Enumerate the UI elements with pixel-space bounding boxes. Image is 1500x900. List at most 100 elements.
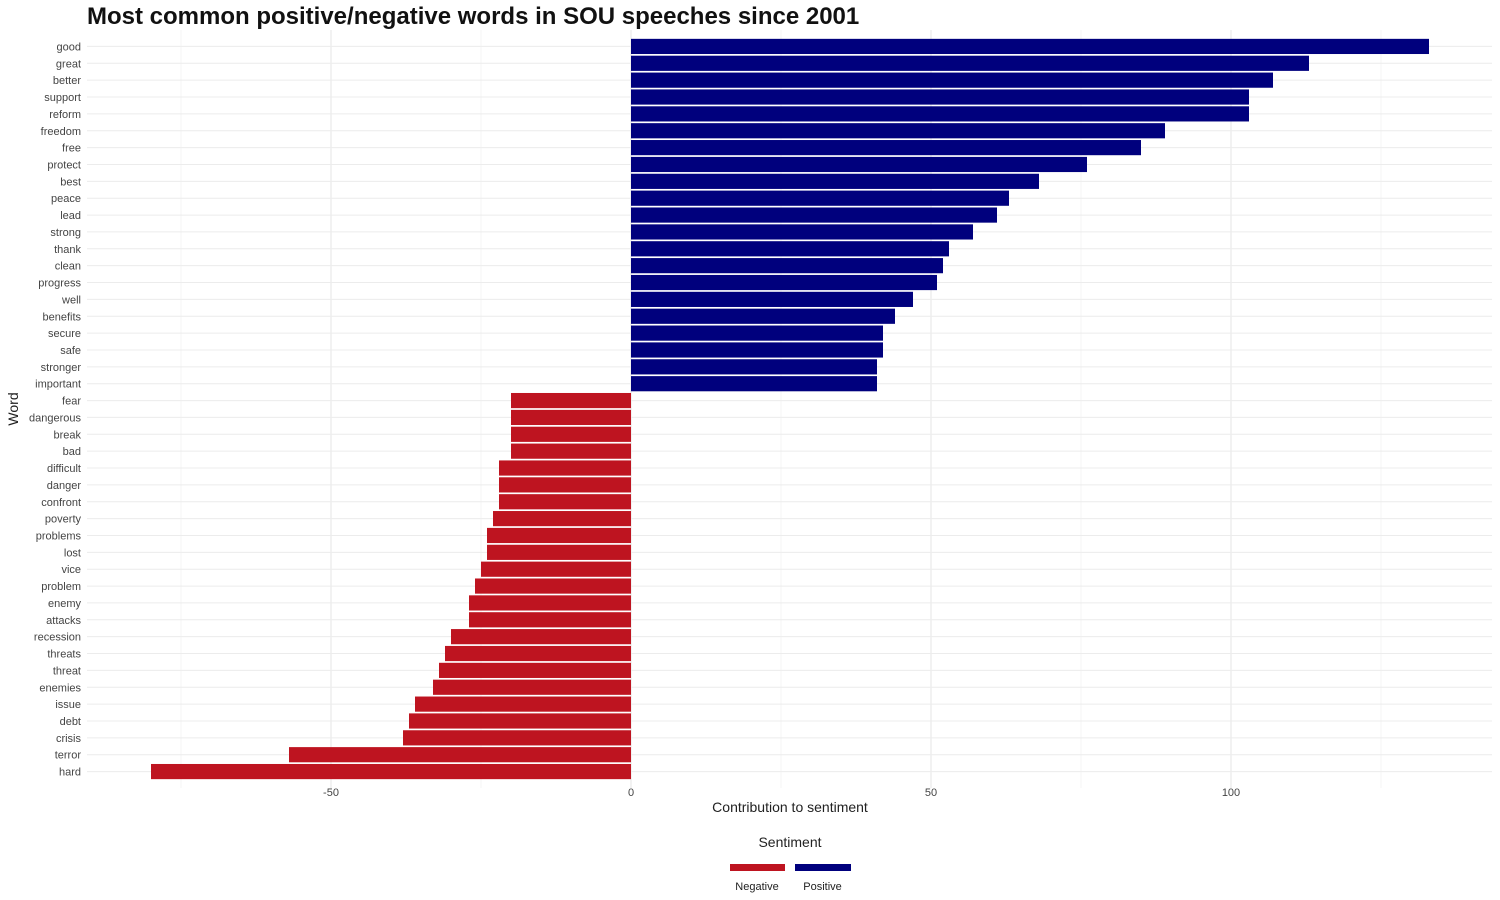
bar-danger bbox=[499, 477, 631, 493]
y-tick-label: fear bbox=[62, 396, 81, 408]
bar-chart: good great better support reform freedom free p… bbox=[5, 30, 1492, 815]
bar-dangerous bbox=[511, 409, 631, 426]
legend-label-negative: Negative bbox=[735, 881, 779, 893]
y-axis-label: Word bbox=[5, 392, 21, 425]
bar-attacks bbox=[469, 612, 631, 628]
bar-threat bbox=[439, 662, 631, 678]
bar-important bbox=[631, 376, 877, 392]
bar-good bbox=[631, 38, 1429, 55]
legend: Sentiment Negative Positive bbox=[0, 834, 1500, 893]
bar-debt bbox=[409, 713, 631, 729]
y-tick-label: thank bbox=[54, 244, 81, 256]
y-tick-label: protect bbox=[47, 159, 81, 171]
bar-better bbox=[631, 72, 1273, 88]
bar-difficult bbox=[499, 460, 631, 476]
bar-confront bbox=[499, 494, 631, 510]
y-tick-label: confront bbox=[41, 497, 81, 509]
x-tick-labels: -50 0 50 100 bbox=[323, 787, 1240, 799]
y-tick-label: problems bbox=[36, 530, 82, 542]
y-tick-label: safe bbox=[60, 345, 81, 357]
bar-best bbox=[631, 173, 1039, 189]
y-tick-label: poverty bbox=[45, 514, 82, 526]
y-tick-label: crisis bbox=[56, 733, 82, 745]
y-tick-label: stronger bbox=[41, 362, 82, 374]
y-tick-label: enemy bbox=[48, 598, 82, 610]
bars bbox=[151, 38, 1429, 780]
bar-protect bbox=[631, 156, 1087, 173]
y-tick-label: secure bbox=[48, 328, 81, 340]
bar-safe bbox=[631, 342, 883, 358]
y-tick-label: better bbox=[53, 75, 81, 87]
bar-support bbox=[631, 89, 1249, 105]
bar-issue bbox=[415, 696, 631, 712]
bar-free bbox=[631, 140, 1141, 156]
bar-poverty bbox=[493, 511, 631, 527]
x-axis-label: Contribution to sentiment bbox=[712, 799, 868, 815]
bar-problems bbox=[487, 527, 631, 544]
bar-problem bbox=[475, 578, 631, 594]
y-tick-label: clean bbox=[55, 261, 81, 273]
y-tick-label: vice bbox=[61, 564, 81, 576]
y-tick-label: problem bbox=[41, 581, 81, 593]
y-tick-label: free bbox=[62, 143, 81, 155]
bar-freedom bbox=[631, 123, 1165, 139]
y-tick-label: difficult bbox=[47, 463, 81, 475]
bar-lead bbox=[631, 207, 997, 223]
y-tick-labels: good great better support reform freedom free p… bbox=[29, 41, 82, 778]
bar-crisis bbox=[403, 730, 631, 746]
x-tick-label: -50 bbox=[323, 787, 339, 799]
bar-strong bbox=[631, 224, 973, 240]
bar-well bbox=[631, 291, 913, 307]
legend-item-positive: Positive bbox=[794, 864, 851, 893]
x-tick-label: 100 bbox=[1222, 787, 1240, 799]
chart-title: Most common positive/negative words in S… bbox=[87, 3, 860, 30]
y-tick-label: enemies bbox=[39, 682, 81, 694]
y-tick-label: recession bbox=[34, 632, 81, 644]
y-tick-label: good bbox=[57, 41, 81, 53]
legend-swatch-positive bbox=[794, 864, 851, 871]
y-tick-label: freedom bbox=[41, 126, 81, 138]
y-tick-label: lost bbox=[64, 547, 81, 559]
y-tick-label: dangerous bbox=[29, 412, 81, 424]
bar-terror bbox=[289, 747, 631, 763]
y-tick-label: lead bbox=[60, 210, 81, 222]
bar-stronger bbox=[631, 359, 877, 375]
bar-recession bbox=[451, 629, 631, 645]
y-tick-label: well bbox=[61, 294, 81, 306]
y-tick-label: break bbox=[53, 429, 81, 441]
bar-fear bbox=[511, 392, 631, 409]
y-tick-label: peace bbox=[51, 193, 81, 205]
bar-secure bbox=[631, 325, 883, 341]
y-tick-label: debt bbox=[60, 716, 81, 728]
bar-peace bbox=[631, 190, 1009, 206]
y-tick-label: important bbox=[35, 379, 81, 391]
y-tick-label: progress bbox=[38, 278, 81, 290]
bar-bad bbox=[511, 443, 631, 459]
bar-enemies bbox=[433, 679, 631, 695]
y-tick-label: bad bbox=[63, 446, 81, 458]
bar-progress bbox=[631, 274, 937, 291]
y-tick-label: reform bbox=[49, 109, 81, 121]
y-tick-label: benefits bbox=[42, 311, 81, 323]
bar-clean bbox=[631, 258, 943, 274]
bar-threats bbox=[445, 645, 631, 662]
y-tick-label: hard bbox=[59, 767, 81, 779]
bar-hard bbox=[151, 763, 631, 780]
x-tick-label: 50 bbox=[925, 787, 937, 799]
bar-break bbox=[511, 426, 631, 442]
y-tick-label: issue bbox=[55, 699, 81, 711]
y-tick-label: support bbox=[44, 92, 81, 104]
legend-item-negative: Negative bbox=[729, 864, 785, 893]
bar-reform bbox=[631, 106, 1249, 122]
x-tick-label: 0 bbox=[628, 787, 634, 799]
bar-enemy bbox=[469, 595, 631, 611]
y-tick-label: danger bbox=[47, 480, 82, 492]
bar-lost bbox=[487, 544, 631, 560]
bar-thank bbox=[631, 241, 949, 257]
y-tick-label: threat bbox=[53, 665, 81, 677]
legend-label-positive: Positive bbox=[803, 881, 842, 893]
legend-title: Sentiment bbox=[758, 834, 822, 850]
y-tick-label: best bbox=[60, 176, 81, 188]
y-tick-label: great bbox=[56, 58, 81, 70]
bar-benefits bbox=[631, 308, 895, 324]
